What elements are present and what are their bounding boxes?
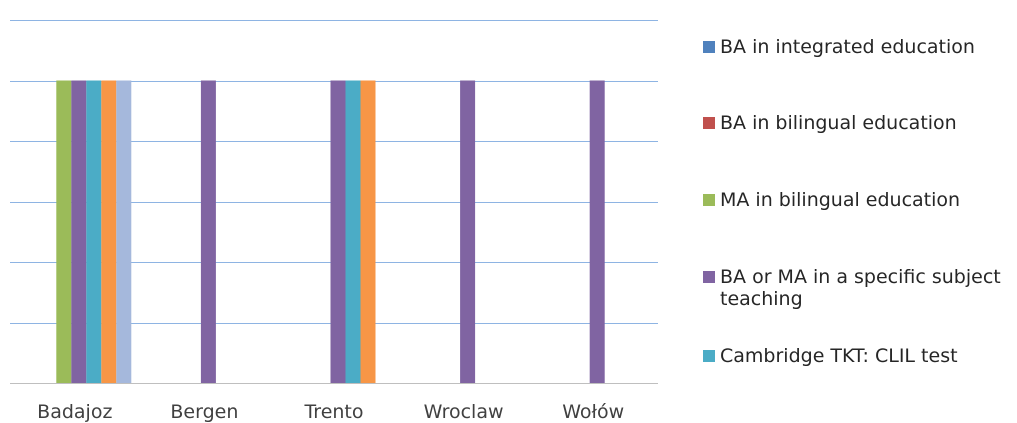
bar-badajoz-series-6 — [101, 80, 117, 383]
x-tick-label: Wroclaw — [424, 401, 504, 423]
bar-badajoz-series-5 — [86, 80, 102, 383]
legend-label: Cambridge TKT: CLIL test — [720, 345, 958, 367]
legend-label: BA in bilingual education — [720, 112, 957, 134]
legend-item: Cambridge TKT: CLIL test — [703, 345, 1010, 367]
x-tick-label: Wołów — [562, 401, 624, 423]
bar-bergen-series-4 — [200, 80, 216, 383]
bar-badajoz-series-7 — [116, 80, 132, 383]
legend-item: MA in bilingual education — [703, 189, 1010, 211]
bar-trento-series-5 — [345, 80, 361, 383]
bar-wroclaw-series-4 — [460, 80, 476, 383]
x-tick-label: Trento — [303, 401, 363, 423]
bar-badajoz-series-4 — [71, 80, 87, 383]
legend-label: BA in integrated education — [720, 36, 975, 58]
bar-trento-series-6 — [360, 80, 376, 383]
legend-swatch — [703, 117, 715, 129]
legend-swatch — [703, 350, 715, 362]
legend-label: MA in bilingual education — [720, 189, 961, 211]
legend-label: BA or MA in a specific subject teaching — [720, 266, 1001, 310]
legend-swatch — [703, 41, 715, 53]
legend-item: BA in bilingual education — [703, 112, 1010, 134]
x-tick-label: Bergen — [170, 401, 238, 423]
bar-trento-series-4 — [330, 80, 346, 383]
legend-item: BA in integrated education — [703, 36, 1010, 58]
x-tick-labels: Badajoz Bergen Trento Wroclaw Wołów — [37, 401, 624, 423]
legend-swatch — [703, 194, 715, 206]
legend-item: BA or MA in a specific subject teaching — [703, 266, 1010, 310]
legend-swatch — [703, 271, 715, 283]
x-tick-label: Badajoz — [37, 401, 112, 423]
bars — [56, 80, 605, 383]
bar-woł-w-series-4 — [589, 80, 605, 383]
bar-badajoz-series-3 — [56, 80, 72, 383]
